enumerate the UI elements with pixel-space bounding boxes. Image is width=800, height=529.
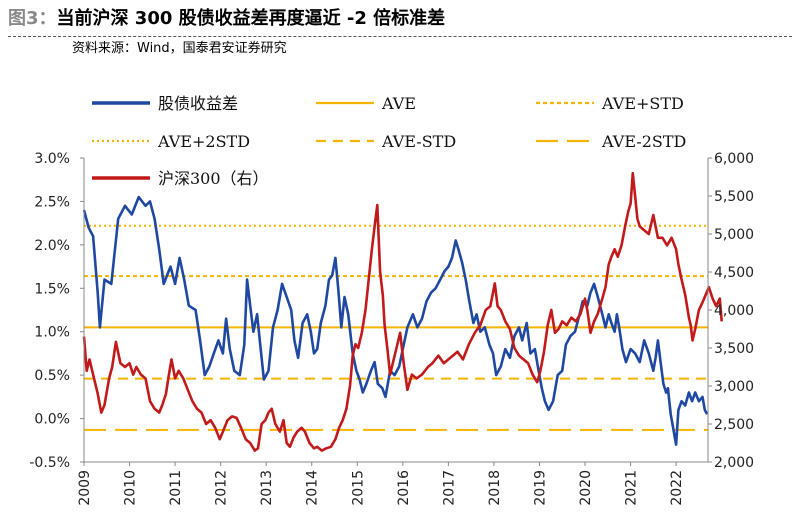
figure-label: 图3： bbox=[8, 8, 57, 29]
y-right-tick-label: 3,000 bbox=[714, 379, 754, 395]
y-right-tick-label: 5,000 bbox=[714, 227, 754, 243]
figure-title-row: 图3：当前沪深 300 股债收益差再度逼近 -2 倍标准差 bbox=[8, 6, 792, 32]
y-left-tick-label: 1.0% bbox=[34, 325, 70, 341]
x-tick-label: 2019 bbox=[532, 470, 548, 506]
y-right-tick-label: 6,000 bbox=[714, 151, 754, 167]
y-right-tick-label: 5,500 bbox=[714, 189, 754, 205]
legend-ave-plus-std-label: AVE+STD bbox=[601, 94, 684, 113]
y-right-tick-label: 3,500 bbox=[714, 341, 754, 357]
x-tick-label: 2021 bbox=[624, 470, 640, 506]
x-tick-label: 2022 bbox=[669, 470, 685, 506]
y-left-tick-label: 2.0% bbox=[34, 238, 70, 254]
x-tick-label: 2017 bbox=[441, 470, 457, 506]
x-tick-label: 2013 bbox=[259, 470, 275, 506]
x-tick-label: 2009 bbox=[77, 470, 93, 506]
legend-ave-label: AVE bbox=[381, 94, 416, 113]
spread-series-line bbox=[82, 195, 709, 446]
title-divider bbox=[8, 36, 792, 37]
source-note: 资料来源：Wind，国泰君安证券研究 bbox=[72, 41, 287, 56]
legend-ave-plus-2std-label: AVE+2STD bbox=[157, 132, 250, 151]
x-tick-label: 2018 bbox=[487, 470, 503, 506]
csi300-series-line bbox=[82, 171, 723, 452]
x-tick-label: 2010 bbox=[123, 470, 139, 506]
y-right-tick-label: 4,500 bbox=[714, 265, 754, 281]
x-tick-label: 2014 bbox=[305, 470, 321, 506]
y-left-tick-label: 2.5% bbox=[34, 194, 70, 210]
y-left-tick-label: 3.0% bbox=[34, 151, 70, 167]
figure-header: 图3：当前沪深 300 股债收益差再度逼近 -2 倍标准差 资料来源：Wind，… bbox=[8, 6, 792, 56]
y-right-tick-label: 2,000 bbox=[714, 455, 754, 471]
x-tick-label: 2011 bbox=[168, 470, 184, 506]
legend-ave-minus-std-label: AVE-STD bbox=[381, 132, 456, 151]
x-tick-label: 2020 bbox=[578, 470, 594, 506]
legend-spread-label: 股债收益差 bbox=[158, 94, 238, 113]
y-right-tick-label: 2,500 bbox=[714, 417, 754, 433]
y-left-tick-label: 0.5% bbox=[34, 368, 70, 384]
y-right-tick-label: 4,000 bbox=[714, 303, 754, 319]
figure-title: 当前沪深 300 股债收益差再度逼近 -2 倍标准差 bbox=[56, 8, 446, 29]
y-left-tick-label: 1.5% bbox=[34, 281, 70, 297]
y-left-tick-label: 0.0% bbox=[34, 412, 70, 428]
y-left-tick-label: -0.5% bbox=[29, 455, 70, 471]
x-tick-label: 2016 bbox=[396, 470, 412, 506]
legend-csi300-label: 沪深300（右） bbox=[158, 169, 269, 188]
x-tick-label: 2012 bbox=[214, 470, 230, 506]
legend-ave-minus-2std-label: AVE-2STD bbox=[601, 132, 686, 151]
x-tick-label: 2015 bbox=[350, 470, 366, 506]
